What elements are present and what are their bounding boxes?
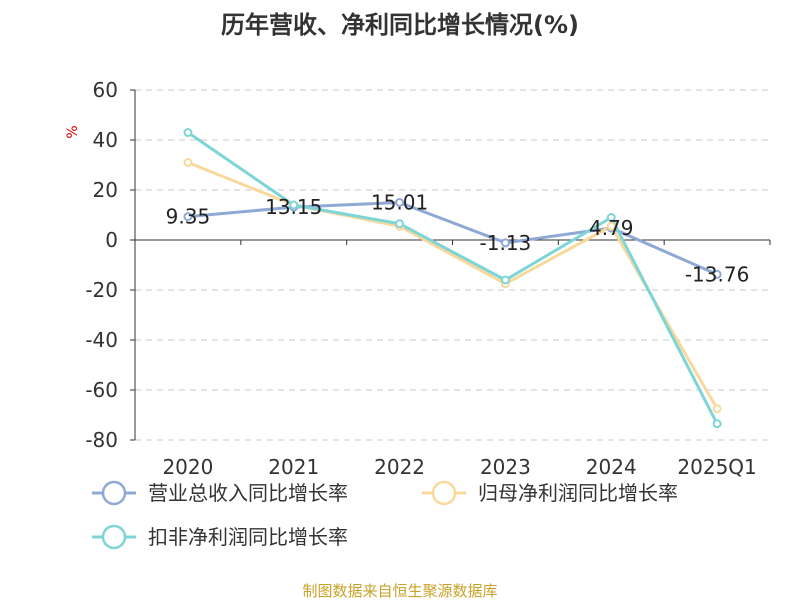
x-tick-label: 2023 xyxy=(480,455,531,479)
data-label: 15.01 xyxy=(371,190,428,214)
legend-label: 扣非净利润同比增长率 xyxy=(148,525,348,549)
series-line-0 xyxy=(187,200,718,276)
data-label: 13.15 xyxy=(265,195,322,219)
legend-label: 归母净利润同比增长率 xyxy=(478,481,678,505)
data-label: 4.79 xyxy=(589,216,634,240)
y-tick-label: 0 xyxy=(105,228,118,252)
y-tick-label: -40 xyxy=(85,328,118,352)
source-note: 制图数据来自恒生聚源数据库 xyxy=(302,582,497,600)
x-tick-label: 2020 xyxy=(162,455,213,479)
x-tick-label: 2024 xyxy=(586,455,637,479)
series-1-point xyxy=(606,221,616,231)
series-0-point xyxy=(183,212,193,222)
series-2-point xyxy=(606,213,616,222)
legend-circle-icon xyxy=(101,480,127,506)
series-2-point xyxy=(500,275,510,285)
data-label: -13.76 xyxy=(685,262,749,286)
series-2-point xyxy=(289,200,299,210)
series-0-point xyxy=(395,197,405,207)
series-line-2 xyxy=(187,131,719,425)
legend-circle-icon xyxy=(431,480,457,506)
y-axis-unit-label: % xyxy=(65,125,81,138)
series-0-point xyxy=(500,238,510,248)
y-tick-label: -20 xyxy=(85,278,118,302)
series-0-point xyxy=(712,269,722,279)
x-tick-label: 2025Q1 xyxy=(677,455,756,479)
legend-item-2[interactable]: 扣非净利润同比增长率 xyxy=(92,524,348,550)
series-2-point xyxy=(183,128,193,137)
x-tick-label: 2022 xyxy=(374,455,425,479)
y-tick-label: 40 xyxy=(93,128,118,152)
legend-label: 营业总收入同比增长率 xyxy=(148,481,348,505)
axis-layer: 60 40 20 0 -20 -40 -60 -80 2020 2021 2022 2023 2024 2… xyxy=(85,78,771,479)
legend-item-0[interactable]: 营业总收入同比增长率 xyxy=(92,480,348,506)
y-tick-label: -80 xyxy=(85,428,118,452)
series-layer xyxy=(183,128,722,429)
chart-title: 历年营收、净利同比增长情况(%) xyxy=(221,11,579,39)
data-label: 9.35 xyxy=(166,205,211,229)
series-2-point xyxy=(395,219,405,229)
y-tick-label: 60 xyxy=(93,78,118,102)
legend-circle-icon xyxy=(101,524,127,550)
data-label: -1.13 xyxy=(480,231,532,255)
y-tick-label: 20 xyxy=(93,178,118,202)
legend-item-1[interactable]: 归母净利润同比增长率 xyxy=(422,480,678,506)
series-1-point xyxy=(712,404,722,414)
y-tick-label: -60 xyxy=(85,378,118,402)
data-label-layer: 9.35 13.15 15.01 -1.13 4.79 -13.76 xyxy=(166,190,750,286)
series-1-point xyxy=(183,158,193,167)
series-line-1 xyxy=(187,161,719,410)
x-tick-label: 2021 xyxy=(268,455,319,479)
grid-layer xyxy=(135,89,770,441)
series-2-point xyxy=(712,419,722,429)
